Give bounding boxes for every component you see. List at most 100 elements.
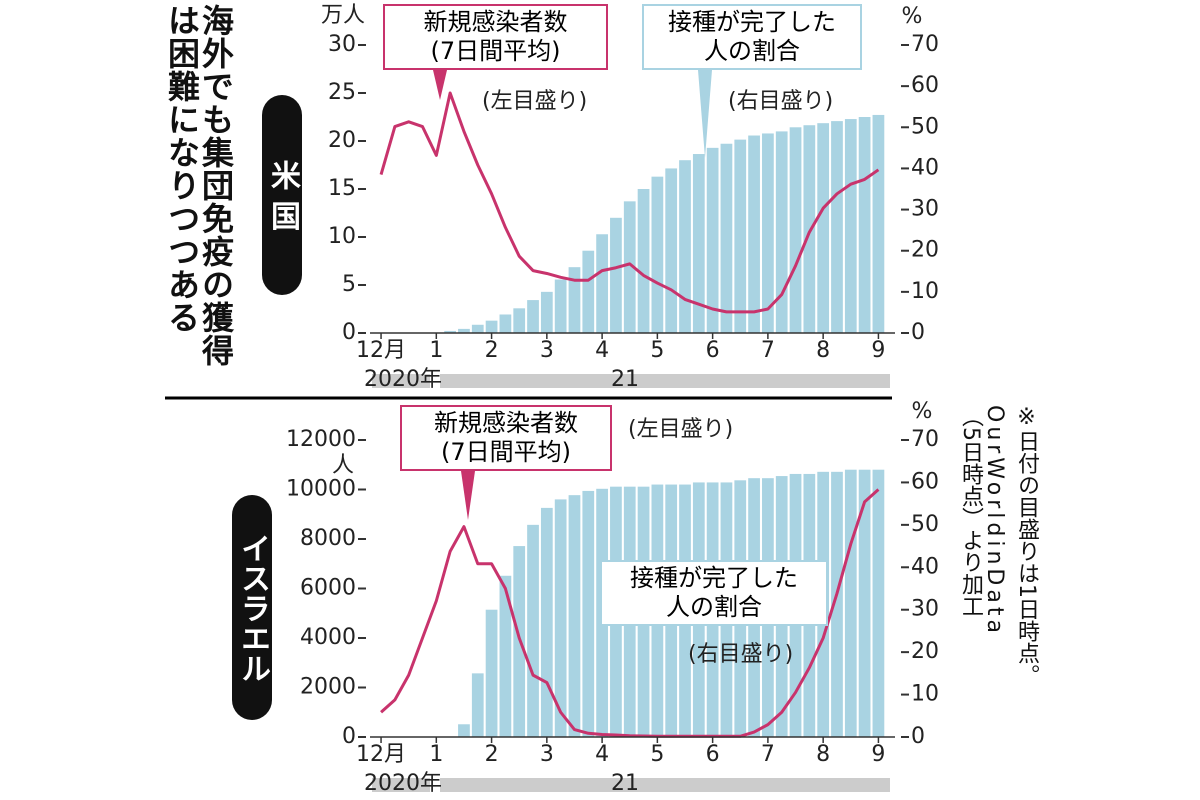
- region-label: イスラエル: [232, 495, 272, 720]
- title-line: 海外でも集団免疫の獲得: [197, 4, 235, 367]
- bar: [596, 234, 608, 333]
- bar: [831, 121, 843, 333]
- y2-tick-label: 30: [911, 597, 939, 622]
- y2-tick-label: 20: [911, 238, 939, 263]
- y-unit: 万人: [321, 3, 365, 28]
- bar: [789, 127, 802, 334]
- year-band: [440, 778, 890, 792]
- x-tick-label: 3: [540, 742, 554, 767]
- y-tick-label: 25: [328, 80, 356, 105]
- y2-tick-label: 10: [911, 682, 939, 707]
- bar: [706, 147, 719, 333]
- bar: [554, 499, 567, 737]
- bar: [679, 160, 691, 333]
- region-label: 米 国: [262, 95, 302, 295]
- pointer: [461, 471, 475, 520]
- bar: [610, 217, 622, 333]
- y-tick-label: 0: [342, 724, 356, 749]
- bar: [692, 154, 705, 333]
- bar: [458, 724, 470, 737]
- y2-tick-label: 70: [911, 32, 939, 57]
- source: OurWorldinData: [982, 405, 1007, 637]
- x-tick-label: 1: [429, 338, 443, 363]
- y2-tick-label: 60: [911, 73, 939, 98]
- y2-tick-label: 10: [911, 279, 939, 304]
- y-unit: 人: [332, 453, 354, 478]
- year-label: 21: [611, 367, 639, 392]
- bar: [665, 168, 678, 333]
- legend-entry: 新規感染者数: [434, 409, 578, 437]
- year-band: [440, 374, 890, 388]
- x-tick-label: 4: [595, 338, 609, 363]
- bar: [858, 117, 871, 333]
- bar: [844, 469, 857, 737]
- y-tick-label: 10: [328, 224, 356, 249]
- bar: [734, 139, 747, 333]
- legend-box: 接種が完了した 人の割合: [600, 560, 828, 626]
- y-tick-label: 8000: [300, 526, 356, 551]
- year-label: 2020年: [364, 771, 442, 796]
- bar: [844, 119, 857, 333]
- bar: [527, 300, 539, 333]
- bar: [817, 123, 830, 334]
- x-tick-label: 2: [485, 742, 499, 767]
- legend-entry: (7日間平均): [441, 437, 571, 466]
- bar: [637, 189, 650, 333]
- bar: [568, 267, 581, 333]
- bar: [775, 131, 788, 333]
- pointer: [698, 70, 712, 158]
- bar: [858, 469, 871, 737]
- y-tick-label: 5: [342, 272, 356, 297]
- bar: [720, 143, 733, 333]
- legend-entry: (7日間平均): [430, 36, 561, 65]
- bar: [540, 291, 553, 333]
- scale-note: (左目盛り): [482, 89, 588, 114]
- x-tick-label: 12月: [356, 742, 406, 767]
- y2-tick-label: 40: [911, 155, 939, 180]
- y2-tick-label: 30: [911, 197, 939, 222]
- bar: [568, 495, 581, 737]
- y2-tick-label: 50: [911, 512, 939, 537]
- bar: [471, 673, 484, 737]
- source: （5日時点）より加工: [958, 405, 983, 617]
- year-label: 21: [611, 771, 639, 796]
- y-tick-label: 0: [342, 320, 356, 345]
- y-tick-label: 15: [328, 176, 356, 201]
- y2-tick-label: 40: [911, 554, 939, 579]
- bar: [527, 524, 539, 737]
- y-tick-label: 30: [328, 32, 356, 57]
- y2-tick-label: 20: [911, 639, 939, 664]
- legend-entry: 人の割合: [704, 36, 800, 65]
- x-tick-label: 6: [706, 338, 720, 363]
- x-tick-label: 5: [650, 338, 664, 363]
- x-tick-label: 7: [761, 742, 775, 767]
- legend-box: 新規感染者数 (7日間平均): [383, 4, 608, 70]
- y-tick-label: 6000: [300, 576, 356, 601]
- y2-tick-label: 0: [911, 724, 925, 749]
- bar: [485, 609, 498, 737]
- x-tick-label: 2: [485, 338, 499, 363]
- y-tick-label: 20: [328, 128, 356, 153]
- bar: [762, 133, 774, 333]
- legend-entry: 人の割合: [666, 592, 762, 621]
- x-tick-label: 9: [871, 742, 885, 767]
- line: [379, 91, 880, 314]
- legend-box: 新規感染者数 (7日間平均): [400, 405, 612, 471]
- year-band: [372, 374, 430, 388]
- x-tick-label: 8: [816, 742, 830, 767]
- bar: [748, 135, 760, 333]
- y2-tick-label: 70: [911, 427, 939, 452]
- bar: [513, 308, 526, 333]
- x-tick-label: 7: [761, 338, 775, 363]
- x-tick-label: 5: [650, 742, 664, 767]
- x-tick-label: 1: [429, 742, 443, 767]
- bar: [485, 320, 498, 333]
- y2-tick-label: 50: [911, 114, 939, 139]
- legend-entry: 接種が完了した: [668, 8, 836, 36]
- bar: [623, 201, 636, 333]
- y2-unit: %: [912, 399, 933, 424]
- y2-unit: %: [902, 4, 923, 29]
- title-line: は困難になりつつある: [163, 4, 201, 334]
- x-tick-label: 9: [871, 338, 885, 363]
- bar: [554, 279, 567, 333]
